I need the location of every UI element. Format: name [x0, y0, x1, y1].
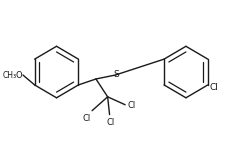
Text: Cl: Cl	[83, 114, 91, 123]
Text: S: S	[113, 69, 119, 78]
Text: Cl: Cl	[107, 118, 115, 127]
Text: Cl: Cl	[210, 83, 219, 92]
Text: CH₃: CH₃	[3, 71, 17, 80]
Text: Cl: Cl	[127, 101, 135, 110]
Text: O: O	[15, 71, 22, 80]
